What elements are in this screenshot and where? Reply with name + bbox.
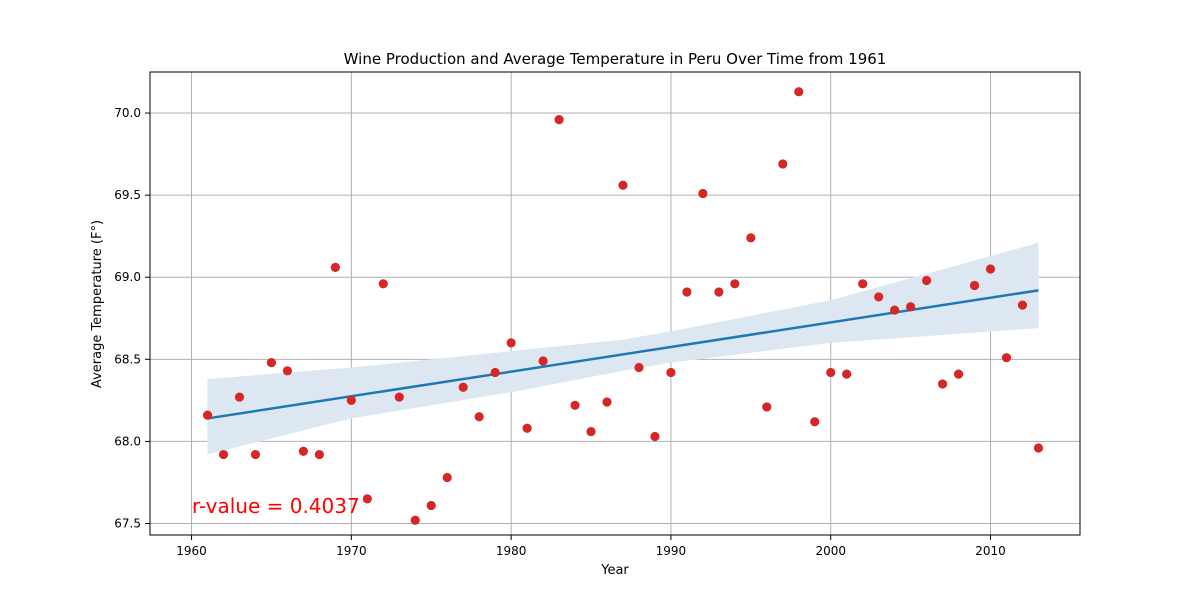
y-tick-label: 68.0 [114, 434, 141, 448]
data-point [682, 287, 692, 297]
y-tick-label: 69.0 [114, 270, 141, 284]
data-point [602, 397, 612, 407]
data-point [410, 515, 420, 525]
data-points [202, 87, 1044, 525]
data-point [937, 379, 948, 389]
chart-title: Wine Production and Average Temperature … [344, 50, 887, 68]
fit-line-layer [207, 289, 1039, 420]
x-tick-label: 1970 [336, 544, 367, 558]
data-point [874, 292, 884, 302]
data-point [378, 279, 388, 289]
data-point [698, 188, 708, 199]
data-point [890, 305, 900, 315]
data-point [730, 279, 740, 289]
data-point [650, 431, 660, 442]
data-point [778, 159, 788, 169]
axis-ticks: 1960 1970 1980 1990 2000 2010 67.5 68.0 68.5 69.0… [114, 106, 1006, 558]
data-point [250, 449, 261, 460]
data-point [490, 367, 500, 378]
data-point [330, 262, 340, 272]
plot-frame [149, 71, 1081, 536]
regression-line [207, 289, 1039, 420]
data-point [362, 494, 372, 504]
data-point [906, 302, 916, 312]
y-tick-label: 70.0 [114, 106, 141, 120]
data-point [618, 180, 628, 190]
y-tick-label: 67.5 [114, 517, 141, 531]
data-point [282, 366, 293, 376]
data-point [394, 392, 404, 402]
data-point [426, 500, 436, 511]
data-point [298, 446, 309, 456]
data-point [746, 233, 756, 243]
data-point [1017, 300, 1028, 310]
data-point [842, 369, 852, 379]
data-point [858, 279, 868, 289]
data-point [458, 382, 468, 392]
data-point [810, 417, 820, 427]
data-point [538, 356, 548, 366]
data-point [794, 87, 804, 97]
data-point [985, 264, 996, 274]
x-tick-label: 1980 [496, 544, 527, 558]
confidence-band-layer [207, 242, 1039, 455]
x-tick-label: 2010 [975, 544, 1006, 558]
x-tick-label: 1990 [656, 544, 687, 558]
data-point [714, 287, 724, 297]
y-tick-label: 69.5 [114, 188, 141, 202]
data-point [586, 426, 596, 437]
data-point [234, 392, 245, 402]
data-point [666, 367, 676, 378]
data-point [570, 400, 580, 410]
data-point [314, 449, 324, 460]
y-tick-label: 68.5 [114, 352, 141, 366]
data-point [202, 410, 213, 420]
y-axis-label: Average Temperature (F°) [90, 220, 105, 388]
x-tick-label: 1960 [176, 544, 207, 558]
data-point [953, 369, 964, 379]
data-point [921, 275, 932, 286]
x-axis-label: Year [600, 563, 629, 578]
data-point [554, 115, 564, 125]
data-point [522, 423, 532, 433]
data-point [474, 412, 484, 422]
r-value-annotation: r-value = 0.4037 [192, 494, 360, 518]
data-point [762, 402, 772, 412]
data-point [218, 449, 229, 460]
data-point [506, 338, 516, 348]
data-point [346, 395, 356, 405]
confidence-band [207, 242, 1039, 455]
data-point [634, 362, 644, 373]
data-point [969, 280, 980, 291]
data-point [826, 367, 836, 378]
data-point [266, 358, 277, 368]
data-point [1033, 443, 1044, 453]
data-point [442, 472, 452, 483]
data-point [1001, 353, 1012, 363]
x-tick-label: 2000 [815, 544, 846, 558]
